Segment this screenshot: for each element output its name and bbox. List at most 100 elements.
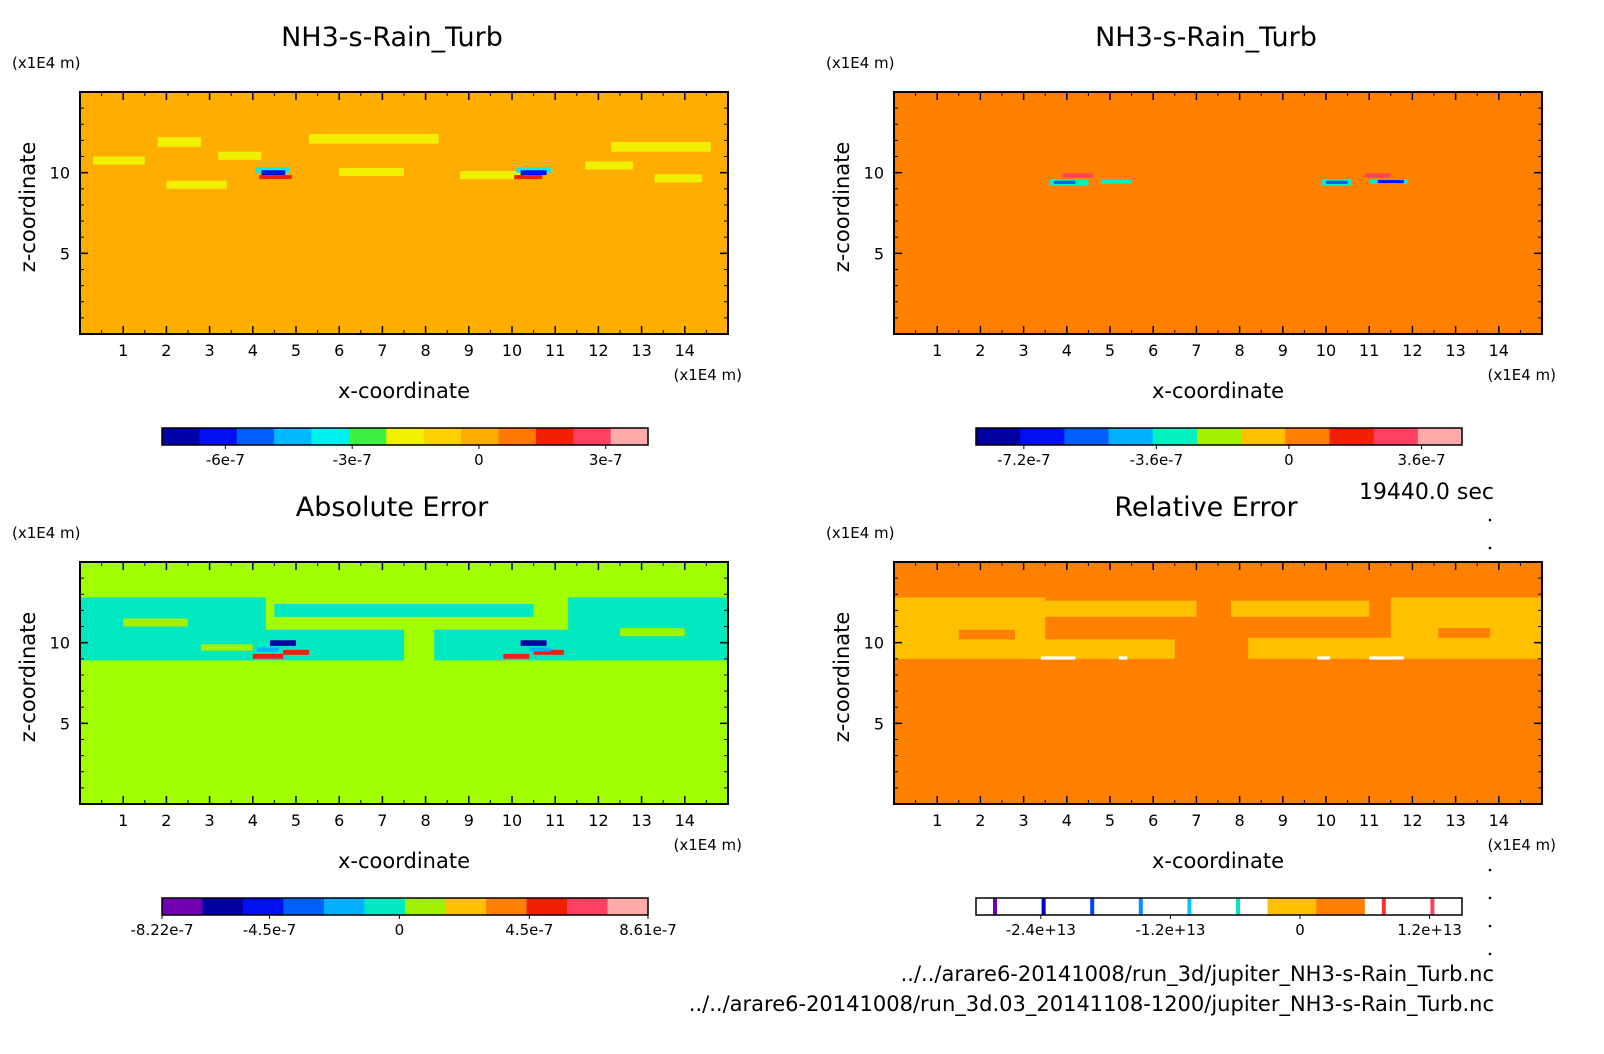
contour-feature-5 xyxy=(1274,143,1370,154)
x-tick-label: 8 xyxy=(1235,811,1245,830)
colorbar-mark xyxy=(1236,898,1241,915)
colorbar-segment xyxy=(1364,898,1414,915)
decor-dot-3 xyxy=(1488,868,1492,872)
contour-feature-6 xyxy=(1390,150,1534,163)
contour-feature-3 xyxy=(1122,133,1240,144)
x-tick-label: 7 xyxy=(1191,341,1201,360)
x-tick-label: 14 xyxy=(675,811,695,830)
x-tick-label: 3 xyxy=(205,811,215,830)
chart-panel-3: Absolute Error(x1E4 m)1 2 3 4 5 6 7 8 9 10 11 12 13 1… xyxy=(12,492,742,939)
contour-feature-11 xyxy=(254,167,290,173)
contour-feature-14 xyxy=(503,653,530,659)
contour-feature-2 xyxy=(1023,639,1175,659)
colorbar-frame xyxy=(161,427,649,446)
x-tick-label: 10 xyxy=(1316,341,1336,360)
contour-feature-5 xyxy=(460,171,525,180)
x-tick-label: 13 xyxy=(1445,341,1465,360)
x-tick-label: 5 xyxy=(291,341,301,360)
x-tick-label: 11 xyxy=(1359,341,1379,360)
y-tick-label: 10 xyxy=(50,164,70,183)
colorbar-segment xyxy=(386,428,425,445)
decor-dot-6 xyxy=(1488,952,1492,956)
x-tick-label: 14 xyxy=(1489,811,1509,830)
colorbar-segment xyxy=(498,428,537,445)
x-tick-label: 7 xyxy=(1191,811,1201,830)
x-tick-label: 4 xyxy=(248,341,258,360)
colorbar-frame xyxy=(161,897,649,916)
x-tick-label: 8 xyxy=(1235,341,1245,360)
colorbar-segment xyxy=(1108,428,1154,445)
contour-feature-4 xyxy=(1174,159,1275,170)
contour-feature-12 xyxy=(283,649,309,655)
colorbar-segment xyxy=(199,428,238,445)
decor-dot-5 xyxy=(1488,924,1492,928)
colorbar-segment xyxy=(274,428,313,445)
contour-feature-15 xyxy=(520,170,547,176)
contour-feature-12 xyxy=(261,170,286,176)
colorbar-segment xyxy=(348,428,387,445)
y-axis-label: z-coordinate xyxy=(830,142,854,273)
x-tick-label: 14 xyxy=(1489,341,1509,360)
contour-feature-5 xyxy=(1230,600,1370,617)
y-axis-unit: (x1E4 m) xyxy=(12,54,81,72)
y-tick-label: 5 xyxy=(60,244,70,263)
contour-feature-15 xyxy=(520,640,547,646)
chart-title: NH3-s-Rain_Turb xyxy=(1095,22,1317,53)
contour-feature-7 xyxy=(958,629,1015,640)
colorbar-segment xyxy=(535,428,574,445)
x-tick-label: 1 xyxy=(118,811,128,830)
decor-dot-2 xyxy=(1488,546,1492,550)
contour-feature-7 xyxy=(123,618,188,627)
colorbar-tick-label: -3.6e-7 xyxy=(1130,451,1183,469)
contour-feature-16 xyxy=(533,649,564,655)
contour-feature-10 xyxy=(1040,656,1076,660)
colorbar-segment xyxy=(364,898,406,915)
colorbar-segment xyxy=(607,898,649,915)
colorbar-frame xyxy=(975,427,1463,446)
y-axis-label: z-coordinate xyxy=(16,142,40,273)
colorbar-tick-label: 0 xyxy=(395,921,405,939)
file-path-2: ../../arare6-20141008/run_3d.03_20141108… xyxy=(688,992,1494,1016)
colorbar-segment xyxy=(1064,428,1110,445)
colorbar-tick-label: 0 xyxy=(474,451,484,469)
contour-feature-11 xyxy=(270,640,296,646)
contour-feature-6 xyxy=(611,142,711,152)
contour-feature-1 xyxy=(80,597,266,661)
colorbar-tick-label: 4.5e-7 xyxy=(505,921,553,939)
contour-feature-10 xyxy=(252,653,284,659)
x-tick-label: 6 xyxy=(1148,341,1158,360)
contour-feature-1 xyxy=(157,137,201,147)
colorbar-segment xyxy=(1329,428,1375,445)
x-tick-label: 4 xyxy=(1062,341,1072,360)
contour-feature-9 xyxy=(339,167,404,176)
x-axis-unit: (x1E4 m) xyxy=(673,366,742,384)
y-tick-label: 5 xyxy=(60,714,70,733)
x-tick-label: 9 xyxy=(464,811,474,830)
x-axis-label: x-coordinate xyxy=(1152,849,1284,873)
file-path-1: ../../arare6-20141008/run_3d/jupiter_NH3… xyxy=(900,962,1494,986)
colorbar-segment xyxy=(1170,898,1220,915)
contour-feature-4 xyxy=(308,133,439,144)
contour-feature-11 xyxy=(1053,180,1076,184)
colorbar-segment xyxy=(1413,898,1463,915)
colorbar-tick-label: 0 xyxy=(1284,451,1294,469)
contour-feature-7 xyxy=(585,161,633,170)
colorbar-mark xyxy=(1381,898,1386,915)
contour-feature-3 xyxy=(92,156,145,165)
chart-panel-4: Relative Error(x1E4 m)1 2 3 4 5 6 7 8 9 10 11 12 13 1… xyxy=(826,492,1556,939)
x-tick-label: 10 xyxy=(1316,811,1336,830)
x-tick-label: 8 xyxy=(421,341,431,360)
contour-feature-8 xyxy=(620,628,685,637)
x-tick-label: 6 xyxy=(1148,811,1158,830)
x-tick-label: 6 xyxy=(334,341,344,360)
x-tick-label: 5 xyxy=(291,811,301,830)
colorbar-tick-label: -8.22e-7 xyxy=(131,921,194,939)
contour-feature-13 xyxy=(1062,173,1093,178)
colorbar-segment xyxy=(1373,428,1419,445)
contour-feature-8 xyxy=(166,180,227,189)
colorbar-tick-label: 0 xyxy=(1295,921,1305,939)
x-tick-label: 5 xyxy=(1105,811,1115,830)
colorbar-tick-label: 1.2e+13 xyxy=(1397,921,1462,939)
x-tick-label: 1 xyxy=(118,341,128,360)
contour-feature-17 xyxy=(1377,179,1404,184)
